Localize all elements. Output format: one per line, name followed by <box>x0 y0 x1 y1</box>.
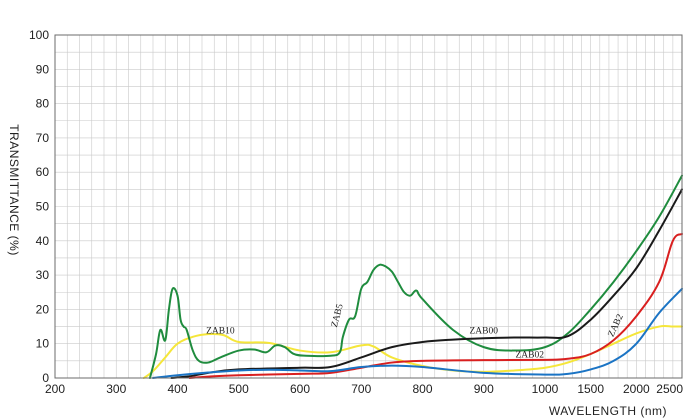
x-tick-label: 500 <box>229 382 249 396</box>
x-tick-label: 400 <box>167 382 187 396</box>
x-tick-label: 300 <box>106 382 126 396</box>
y-tick-label: 30 <box>36 268 50 282</box>
series-label-zab02: ZAB02 <box>515 350 544 360</box>
y-tick-label: 100 <box>29 28 49 42</box>
x-tick-label: 700 <box>351 382 371 396</box>
x-tick-label: 200 <box>45 382 65 396</box>
y-tick-label: 40 <box>36 234 50 248</box>
plot-frame <box>54 34 683 379</box>
series-line-zab2 <box>152 287 683 379</box>
y-tick-label: 50 <box>36 200 50 214</box>
series-line-zab02 <box>188 232 683 379</box>
series-label-zab00: ZAB00 <box>470 326 499 336</box>
y-tick-label: 10 <box>36 337 50 351</box>
y-tick-label: 20 <box>36 302 50 316</box>
y-axis-title: TRANSMITTANCE (%) <box>7 124 21 256</box>
y-tick-label: 70 <box>36 131 50 145</box>
y-tick-label: 80 <box>36 97 50 111</box>
x-tick-label: 1500 <box>577 382 604 396</box>
grid <box>55 35 682 378</box>
series-line-zab00 <box>170 188 683 379</box>
x-tick-label: 800 <box>412 382 432 396</box>
series-lines <box>142 174 683 379</box>
series-line-zab10 <box>142 325 683 379</box>
x-tick-label: 1000 <box>532 382 559 396</box>
x-tick-label: 900 <box>474 382 494 396</box>
y-tick-label: 90 <box>36 62 50 76</box>
x-tick-label: 2000 <box>623 382 650 396</box>
series-label-zab5: ZAB5 <box>330 303 346 329</box>
tick-labels: 0 10 20 30 40 50 60 70 80 90 100 200 300 400 500 600 700… <box>29 28 683 396</box>
series-line-zab5 <box>148 174 683 379</box>
y-tick-label: 60 <box>36 165 50 179</box>
y-tick-label: 0 <box>42 371 49 385</box>
plot-border <box>54 34 683 379</box>
x-tick-label: 600 <box>290 382 310 396</box>
series-label-zab10: ZAB10 <box>206 326 235 336</box>
x-axis-title: WAVELENGTH (nm) <box>549 404 667 418</box>
series-label-zab2: ZAB2 <box>607 313 626 339</box>
x-tick-label: 2500 <box>656 382 683 396</box>
